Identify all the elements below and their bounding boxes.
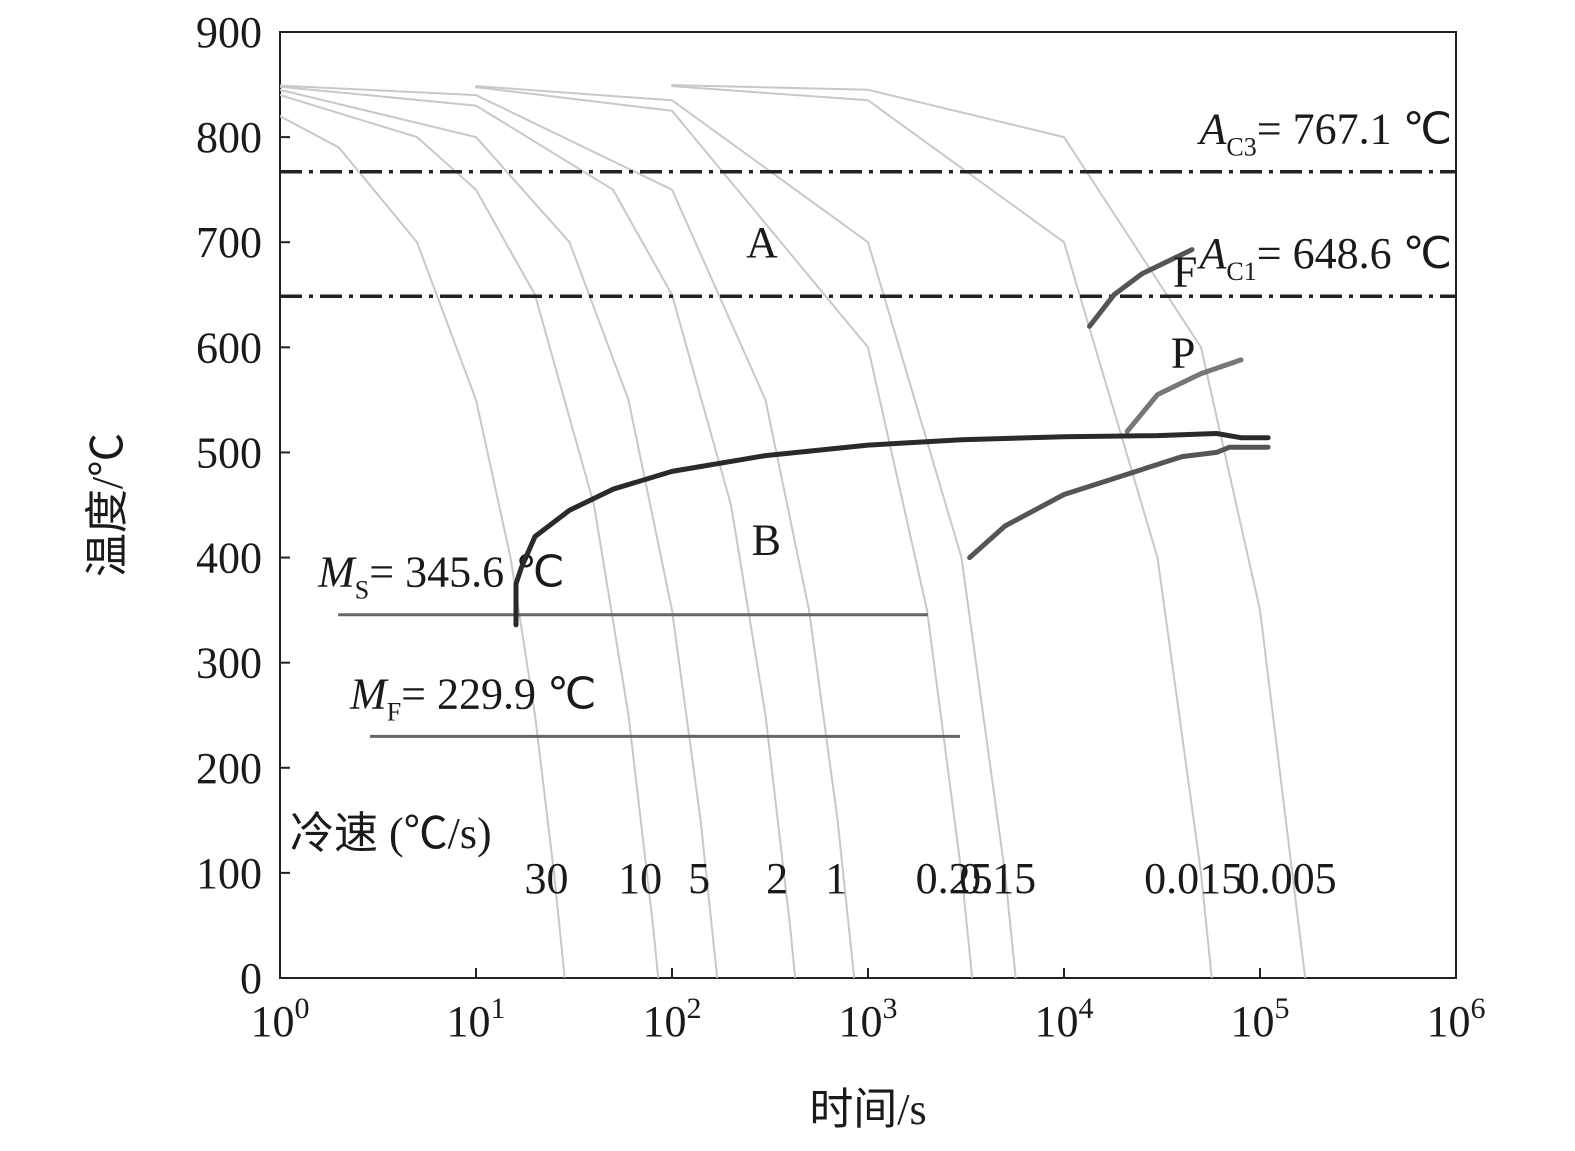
x-tick-label: 101 bbox=[447, 992, 506, 1046]
cooling-rate: 2 bbox=[766, 854, 788, 903]
x-tick-label: 100 bbox=[251, 992, 310, 1046]
cooling-rate-label: 冷速 (℃/s) bbox=[290, 809, 492, 858]
critical-label: MS= 345.6 ℃ bbox=[317, 548, 564, 605]
cooling-rate: 0.15 bbox=[959, 854, 1036, 903]
y-tick-label: 900 bbox=[196, 8, 262, 57]
cooling-curve bbox=[280, 94, 660, 978]
critical-subscript: C3 bbox=[1226, 133, 1256, 162]
cooling-curve bbox=[475, 85, 1017, 978]
x-tick-exponent: 3 bbox=[883, 992, 898, 1025]
y-axis-label: 温度/℃ bbox=[83, 433, 132, 577]
region-label: B bbox=[752, 516, 781, 565]
y-tick-label: 200 bbox=[196, 744, 262, 793]
cooling-curve bbox=[280, 88, 719, 978]
region-label: A bbox=[746, 218, 778, 267]
cooling-curve bbox=[671, 85, 1213, 978]
x-tick-base: 10 bbox=[643, 997, 687, 1046]
cooling-curve bbox=[475, 86, 974, 978]
x-tick-base: 10 bbox=[839, 997, 883, 1046]
critical-symbol: A bbox=[1197, 229, 1228, 278]
x-tick-exponent: 6 bbox=[1471, 992, 1486, 1025]
critical-value: = 229.9 ℃ bbox=[401, 669, 596, 718]
cooling-rate: 0.015 bbox=[1144, 854, 1243, 903]
y-tick-label: 700 bbox=[196, 218, 262, 267]
x-tick-base: 10 bbox=[1427, 997, 1471, 1046]
critical-subscript: S bbox=[355, 576, 369, 605]
x-tick-base: 10 bbox=[1035, 997, 1079, 1046]
critical-value: = 767.1 ℃ bbox=[1257, 105, 1452, 154]
cooling-rate: 5 bbox=[688, 854, 710, 903]
y-tick-label: 300 bbox=[196, 639, 262, 688]
cooling-rate: 10 bbox=[618, 854, 662, 903]
y-tick-label: 600 bbox=[196, 323, 262, 372]
transformation-curve bbox=[1124, 357, 1244, 434]
x-tick-exponent: 5 bbox=[1275, 992, 1290, 1025]
transformation-curve bbox=[967, 444, 1271, 561]
cooling-rate: 30 bbox=[525, 854, 569, 903]
x-tick-exponent: 1 bbox=[491, 992, 506, 1025]
region-label: P bbox=[1171, 329, 1195, 378]
critical-value: = 648.6 ℃ bbox=[1257, 229, 1452, 278]
x-tick-label: 103 bbox=[839, 992, 898, 1046]
x-tick-label: 105 bbox=[1231, 992, 1290, 1046]
y-tick-label: 800 bbox=[196, 113, 262, 162]
x-tick-base: 10 bbox=[447, 997, 491, 1046]
cooling-rate: 0.005 bbox=[1238, 854, 1337, 903]
region-label: F bbox=[1173, 248, 1197, 297]
x-tick-label: 104 bbox=[1035, 992, 1094, 1046]
critical-label: AC3= 767.1 ℃ bbox=[1197, 105, 1452, 162]
transformation-curve bbox=[513, 431, 1271, 628]
critical-label: MF= 229.9 ℃ bbox=[349, 669, 596, 726]
transformation-curve bbox=[1087, 247, 1195, 329]
critical-symbol: M bbox=[317, 548, 357, 597]
cooling-curve bbox=[280, 115, 566, 978]
x-tick-exponent: 0 bbox=[295, 992, 310, 1025]
cooling-curve bbox=[280, 84, 856, 978]
cooling-rate: 1 bbox=[825, 854, 847, 903]
y-tick-label: 100 bbox=[196, 849, 262, 898]
y-tick-label: 0 bbox=[240, 954, 262, 1003]
x-tick-label: 106 bbox=[1427, 992, 1486, 1046]
critical-subscript: C1 bbox=[1226, 257, 1256, 286]
x-tick-exponent: 2 bbox=[687, 992, 702, 1025]
critical-subscript: F bbox=[387, 697, 401, 726]
cooling-curve bbox=[671, 84, 1307, 978]
x-axis-label: 时间/s bbox=[809, 1085, 926, 1134]
x-tick-base: 10 bbox=[251, 997, 295, 1046]
critical-symbol: A bbox=[1197, 105, 1228, 154]
y-tick-label: 400 bbox=[196, 534, 262, 583]
critical-label: AC1= 648.6 ℃ bbox=[1197, 229, 1452, 286]
x-tick-label: 102 bbox=[643, 992, 702, 1046]
y-tick-label: 500 bbox=[196, 428, 262, 477]
cooling-rate: 0.25 bbox=[916, 854, 993, 903]
x-tick-base: 10 bbox=[1231, 997, 1275, 1046]
critical-symbol: M bbox=[349, 669, 389, 718]
cooling-curve bbox=[280, 85, 797, 978]
x-tick-exponent: 4 bbox=[1079, 992, 1094, 1025]
critical-value: = 345.6 ℃ bbox=[369, 548, 564, 597]
